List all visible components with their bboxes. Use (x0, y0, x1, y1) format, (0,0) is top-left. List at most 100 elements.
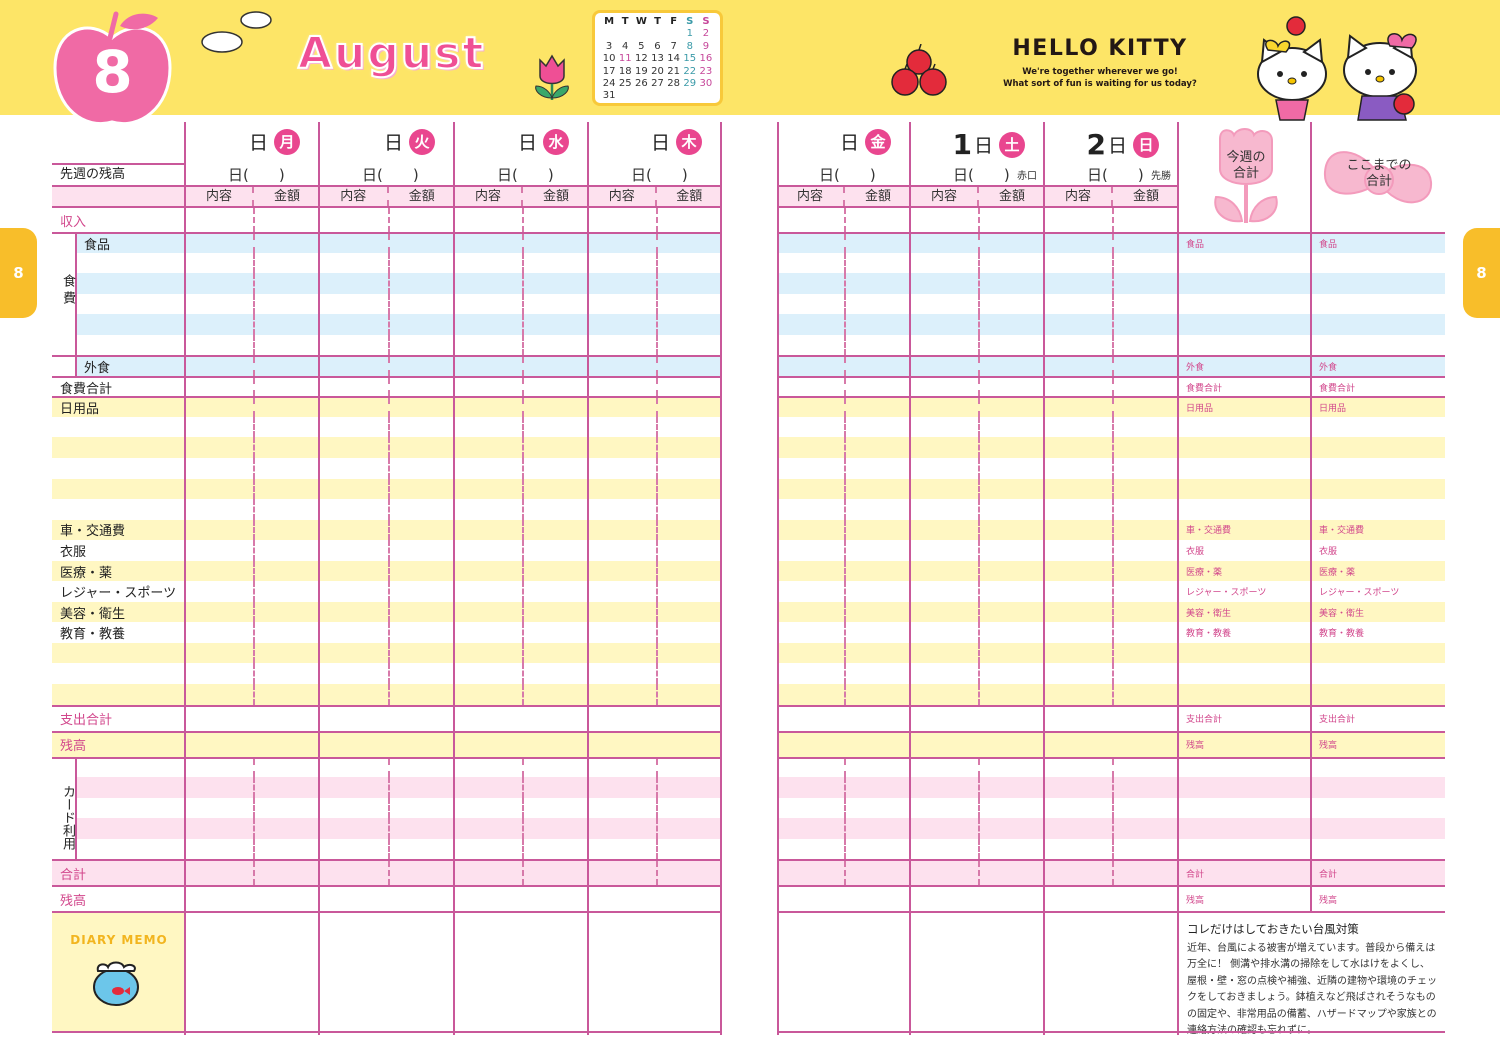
day-entry-cell[interactable] (455, 581, 589, 602)
day-entry-cell[interactable] (320, 818, 455, 839)
day-entry-cell[interactable] (911, 437, 1045, 459)
day-entry-cell[interactable] (455, 293, 589, 315)
day-entry-cell[interactable] (911, 499, 1045, 520)
day-entry-cell[interactable] (1045, 706, 1179, 731)
day-entry-cell[interactable] (186, 273, 320, 294)
day-entry-cell[interactable] (777, 642, 911, 664)
summary-cell[interactable]: 外食 (1179, 357, 1312, 376)
day-entry-cell[interactable] (455, 208, 589, 232)
diary-memo-cell[interactable] (777, 913, 911, 1031)
day-entry-cell[interactable] (1045, 398, 1179, 417)
summary-cell[interactable] (1312, 499, 1445, 520)
day-entry-cell[interactable] (186, 560, 320, 582)
day-entry-cell[interactable] (186, 601, 320, 623)
summary-cell[interactable] (1312, 818, 1445, 839)
day-entry-cell[interactable] (589, 208, 722, 232)
day-entry-cell[interactable] (777, 437, 911, 459)
summary-cell[interactable] (1179, 478, 1312, 500)
month-side-tab-left[interactable]: 8 (0, 228, 37, 318)
day-entry-cell[interactable] (911, 797, 1045, 819)
day-entry-cell[interactable] (455, 622, 589, 643)
day-entry-cell[interactable] (777, 581, 911, 602)
day-entry-cell[interactable] (320, 416, 455, 438)
summary-cell[interactable] (1312, 663, 1445, 685)
day-entry-cell[interactable] (455, 398, 589, 417)
day-entry-cell[interactable] (911, 777, 1045, 798)
day-entry-cell[interactable] (455, 499, 589, 520)
summary-cell[interactable] (1179, 642, 1312, 664)
day-entry-cell[interactable] (320, 642, 455, 664)
day-entry-cell[interactable] (589, 684, 722, 705)
summary-cell[interactable]: 車・交通費 (1179, 519, 1312, 541)
day-entry-cell[interactable] (1045, 458, 1179, 479)
day-entry-cell[interactable] (911, 458, 1045, 479)
day-entry-cell[interactable] (1045, 861, 1179, 886)
day-entry-cell[interactable] (455, 861, 589, 886)
day-entry-cell[interactable] (320, 437, 455, 459)
day-entry-cell[interactable] (777, 458, 911, 479)
day-entry-cell[interactable] (186, 663, 320, 685)
summary-cell[interactable] (1179, 437, 1312, 459)
summary-cell[interactable] (1312, 273, 1445, 294)
day-entry-cell[interactable] (320, 458, 455, 479)
day-entry-cell[interactable] (589, 519, 722, 541)
day-entry-cell[interactable] (911, 398, 1045, 417)
diary-memo-cell[interactable] (1045, 913, 1179, 1031)
day-entry-cell[interactable] (320, 519, 455, 541)
day-entry-cell[interactable] (186, 732, 320, 757)
day-entry-cell[interactable] (186, 797, 320, 819)
summary-cell[interactable]: 美容・衛生 (1312, 601, 1445, 623)
day-entry-cell[interactable] (589, 601, 722, 623)
day-entry-cell[interactable] (589, 642, 722, 664)
day-entry-cell[interactable] (320, 758, 455, 778)
day-entry-cell[interactable] (186, 861, 320, 886)
day-entry-cell[interactable] (320, 357, 455, 376)
day-entry-cell[interactable] (911, 334, 1045, 356)
day-entry-cell[interactable] (186, 684, 320, 705)
summary-cell[interactable]: 外食 (1312, 357, 1445, 376)
summary-cell[interactable]: 日用品 (1312, 398, 1445, 417)
day-entry-cell[interactable] (320, 398, 455, 417)
day-entry-cell[interactable] (320, 234, 455, 253)
day-entry-cell[interactable] (186, 437, 320, 459)
summary-cell[interactable]: 食費合計 (1312, 377, 1445, 397)
day-entry-cell[interactable] (1045, 838, 1179, 860)
day-entry-cell[interactable] (589, 622, 722, 643)
summary-cell[interactable] (1312, 458, 1445, 479)
day-entry-cell[interactable] (320, 581, 455, 602)
day-entry-cell[interactable] (186, 499, 320, 520)
day-entry-cell[interactable] (320, 314, 455, 335)
day-entry-cell[interactable] (455, 273, 589, 294)
day-entry-cell[interactable] (589, 314, 722, 335)
day-entry-cell[interactable] (911, 642, 1045, 664)
day-entry-cell[interactable] (1045, 642, 1179, 664)
summary-cell[interactable] (1312, 797, 1445, 819)
day-entry-cell[interactable] (186, 314, 320, 335)
day-entry-cell[interactable] (455, 519, 589, 541)
day-entry-cell[interactable] (911, 887, 1045, 912)
day-entry-cell[interactable] (455, 601, 589, 623)
day-entry-cell[interactable] (186, 758, 320, 778)
day-entry-cell[interactable] (911, 478, 1045, 500)
summary-cell[interactable]: 残高 (1179, 887, 1312, 912)
day-entry-cell[interactable] (1045, 357, 1179, 376)
day-entry-cell[interactable] (320, 861, 455, 886)
day-entry-cell[interactable] (777, 334, 911, 356)
day-entry-cell[interactable] (1045, 622, 1179, 643)
summary-cell[interactable] (1179, 838, 1312, 860)
day-entry-cell[interactable] (911, 314, 1045, 335)
day-entry-cell[interactable] (1045, 732, 1179, 757)
day-entry-cell[interactable] (186, 777, 320, 798)
day-entry-cell[interactable] (455, 437, 589, 459)
day-entry-cell[interactable] (911, 357, 1045, 376)
day-entry-cell[interactable] (320, 293, 455, 315)
day-entry-cell[interactable] (1045, 499, 1179, 520)
day-entry-cell[interactable] (911, 377, 1045, 397)
day-entry-cell[interactable] (1045, 519, 1179, 541)
day-entry-cell[interactable] (589, 560, 722, 582)
day-entry-cell[interactable] (589, 234, 722, 253)
day-entry-cell[interactable] (777, 684, 911, 705)
summary-cell[interactable] (1179, 797, 1312, 819)
day-entry-cell[interactable] (589, 818, 722, 839)
day-entry-cell[interactable] (1045, 273, 1179, 294)
